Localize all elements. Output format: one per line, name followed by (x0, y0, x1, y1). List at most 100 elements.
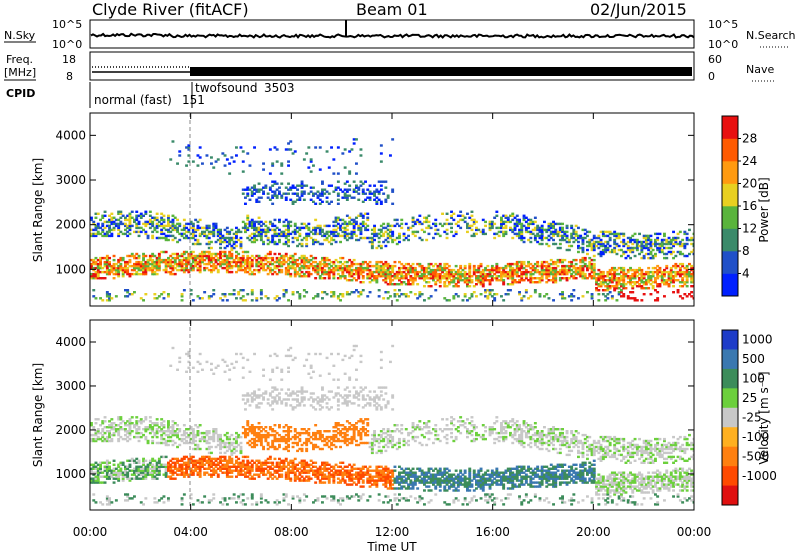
power-cell (529, 275, 533, 278)
power-cell (314, 266, 318, 270)
power-cell (377, 266, 381, 270)
power-cell (373, 275, 376, 278)
velocity-cell (228, 378, 232, 381)
power-cell (225, 258, 229, 262)
velocity-cell (105, 461, 109, 464)
velocity-cell (228, 445, 232, 449)
power-cell (305, 266, 309, 270)
power-cell (352, 262, 356, 266)
velocity-cell (133, 467, 136, 470)
velocity-cell (162, 430, 166, 433)
power-cell (350, 218, 354, 222)
velocity-cell (92, 428, 96, 431)
velocity-cell (194, 447, 198, 451)
velocity-cell (101, 430, 105, 433)
velocity-cell (92, 473, 96, 476)
power-cell (515, 281, 519, 284)
velocity-cell (187, 354, 191, 358)
power-cell (296, 262, 299, 266)
velocity-cell (250, 467, 254, 470)
power-cell (366, 218, 370, 222)
velocity-cell (187, 350, 191, 354)
power-cell (610, 272, 614, 276)
power-cell (599, 240, 603, 244)
power-cell (334, 216, 338, 219)
power-cell (262, 162, 265, 165)
power-cell (586, 252, 589, 256)
power-cell (389, 228, 392, 232)
power-cell (139, 272, 143, 276)
power-cell (572, 295, 576, 298)
power-cell (579, 234, 583, 238)
power-cell (135, 264, 139, 268)
power-cell (504, 220, 508, 224)
power-cell (393, 295, 397, 298)
power-cell (357, 277, 361, 280)
power-cell (284, 218, 288, 222)
velocity-cell (228, 441, 232, 445)
power-cell (375, 234, 379, 238)
velocity-cell (117, 431, 121, 435)
power-cell (409, 275, 413, 278)
power-cell (105, 230, 109, 234)
velocity-cell (203, 471, 207, 474)
power-cell (635, 238, 639, 242)
power-cell (339, 226, 342, 230)
power-cell (298, 184, 302, 187)
power-cell (647, 266, 651, 270)
power-cell (114, 266, 118, 270)
velocity-cell (157, 465, 161, 468)
power-cell (604, 234, 608, 238)
power-cell (660, 242, 664, 246)
power-cell (359, 148, 363, 151)
power-cell (103, 220, 107, 224)
power-cell (325, 238, 329, 242)
velocity-cell (162, 437, 166, 441)
velocity-cell (99, 431, 102, 435)
power-cell (185, 262, 188, 266)
power-cell (207, 254, 211, 258)
power-cell (373, 228, 376, 232)
power-cell (309, 158, 313, 161)
velocity-cell (182, 441, 186, 445)
power-cell (257, 228, 261, 232)
power-cell (377, 240, 381, 244)
velocity-cell (225, 475, 229, 478)
power-cell (110, 270, 114, 274)
power-cell (341, 272, 345, 276)
power-cell (271, 222, 275, 226)
power-cell (216, 268, 220, 272)
power-cell (237, 252, 241, 256)
power-cell (484, 277, 487, 280)
power-cell (239, 266, 243, 270)
power-cell (393, 264, 397, 268)
power-cell (631, 272, 635, 276)
velocity-cell (130, 473, 134, 476)
velocity-cell (157, 467, 161, 470)
power-cell (124, 216, 127, 219)
power-cell (384, 230, 388, 234)
power-cell (538, 279, 542, 282)
power-cell (185, 256, 188, 260)
power-cell (622, 283, 626, 286)
velocity-cell (101, 428, 105, 431)
power-cell (300, 242, 304, 246)
power-cell (597, 279, 601, 282)
power-cell (531, 264, 535, 268)
power-cell (266, 192, 270, 195)
velocity-cell (185, 428, 188, 431)
velocity-cell (176, 459, 179, 462)
power-cell (515, 214, 519, 217)
power-cell (312, 186, 315, 189)
velocity-cell (194, 433, 198, 437)
velocity-cell (225, 465, 229, 468)
power-cell (253, 186, 256, 189)
power-cell (323, 270, 327, 274)
power-cell (377, 268, 381, 272)
power-cell (590, 264, 594, 268)
power-cell (545, 272, 549, 276)
power-cell (658, 248, 662, 252)
power-cell (99, 218, 102, 222)
velocity-cell (205, 471, 209, 474)
